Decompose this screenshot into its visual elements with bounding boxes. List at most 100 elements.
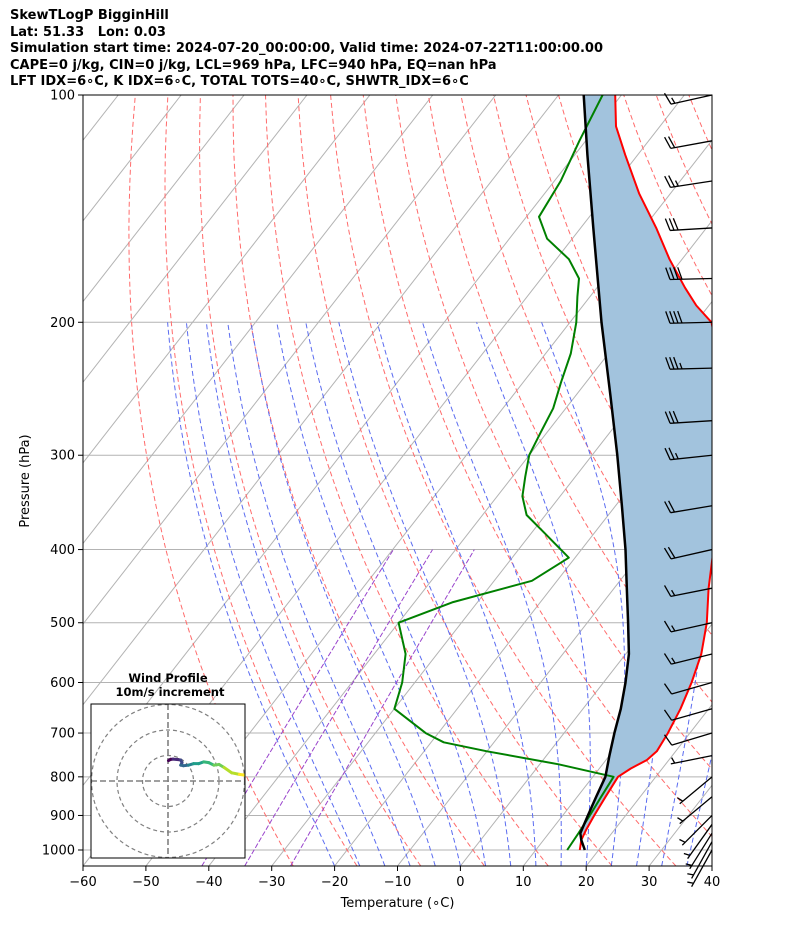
moist-adiabat (376, 322, 537, 866)
moist-adiabat (476, 322, 591, 866)
x-tick-label: 30 (641, 875, 658, 890)
barb-feather (663, 734, 673, 746)
barb-half-feather (671, 589, 676, 596)
x-tick-label: −10 (384, 875, 411, 890)
barb-feather (664, 218, 671, 231)
barb-half-feather (685, 863, 693, 867)
isotherm-line (83, 95, 245, 303)
inset-title: Wind Profile (128, 671, 208, 685)
wind-barb (683, 824, 713, 859)
barb-feather (664, 136, 672, 149)
barb-shaft (669, 367, 713, 370)
index-summary: LFT IDX=6∘C, K IDX=6∘C, TOTAL TOTS=40∘C,… (10, 74, 469, 90)
y-tick-label: 800 (50, 770, 75, 785)
hodograph-segment (222, 765, 234, 775)
barb-half-feather (671, 757, 676, 764)
barb-feather (663, 585, 672, 597)
barb-feather (673, 267, 679, 280)
wind-barb (664, 410, 713, 424)
barb-feather (667, 136, 676, 148)
y-tick-label: 600 (50, 676, 75, 691)
barb-feather (673, 310, 679, 324)
dry-adiabat (199, 95, 422, 866)
barb-shaft (670, 622, 713, 633)
barb-half-feather (677, 817, 684, 822)
barb-shaft (670, 548, 713, 560)
moist-adiabat (205, 322, 386, 866)
mixing-ratio-line (290, 549, 475, 866)
barb-shaft (670, 454, 713, 461)
chart-header: SkewTLogP BigginHill Lat: 51.33 Lon: 0.03… (10, 8, 603, 91)
barb-shaft (691, 841, 713, 879)
wind-barb (665, 267, 713, 281)
barb-half-feather (687, 873, 694, 876)
moist-adiabat (711, 863, 712, 866)
barb-feather (663, 547, 672, 560)
barb-shaft (670, 227, 713, 232)
barb-shaft (670, 587, 713, 598)
cape-area (580, 95, 712, 844)
x-tick-label: −60 (69, 875, 96, 890)
barb-feather (677, 267, 683, 280)
barb-shaft (671, 681, 713, 695)
y-tick-label: 200 (50, 316, 75, 331)
x-tick-label: 0 (456, 875, 464, 890)
moist-adiabat (185, 322, 361, 866)
barb-shaft (670, 420, 713, 424)
moist-adiabat (661, 322, 712, 866)
barb-half-feather (679, 362, 683, 370)
barb-feather (665, 311, 671, 324)
barb-half-feather (683, 852, 691, 856)
mixing-ratio-line (244, 549, 433, 866)
wind-barb (677, 776, 713, 805)
barb-shaft (670, 505, 713, 514)
barb-shaft (669, 277, 713, 281)
moist-adiabat (305, 322, 487, 866)
dry-adiabat (492, 95, 712, 570)
y-tick-label: 100 (50, 89, 75, 104)
inset-frame (90, 703, 246, 859)
barb-shaft (679, 776, 713, 805)
x-tick-label: 20 (578, 875, 595, 890)
wind-barb (679, 814, 713, 846)
dry-adiabat (265, 95, 549, 866)
barb-feather (677, 310, 683, 324)
moist-adiabat (422, 322, 562, 866)
dry-adiabat (754, 95, 794, 866)
barb-half-feather (674, 180, 679, 187)
isotherm-line (208, 220, 712, 866)
cape-fill (580, 95, 712, 844)
wind-barb (670, 755, 713, 765)
profiles (393, 95, 712, 851)
barb-shaft (669, 321, 713, 324)
wind-barbs (663, 92, 713, 888)
simulation-times: Simulation start time: 2024-07-20_00:00:… (10, 41, 603, 57)
y-axis-label: Pressure (hPa) (18, 434, 33, 527)
dry-adiabat (721, 95, 794, 866)
barb-feather (663, 620, 672, 633)
temperature-line (578, 95, 712, 851)
barb-shaft (670, 180, 713, 189)
x-tick-label: 40 (704, 875, 721, 890)
wind-barb (663, 653, 713, 665)
wind-barb (663, 708, 713, 721)
barb-feather (668, 175, 676, 188)
x-tick-label: −40 (195, 875, 222, 890)
y-tick-label: 500 (50, 616, 75, 631)
y-tick-label: 900 (50, 809, 75, 824)
isotherm-line (83, 95, 434, 545)
axes: −60 −50 −40 −30 −20 −10 0 10 20 30 40 1000 900 800 700… (42, 89, 720, 891)
barb-feather (667, 546, 676, 559)
barb-shaft (691, 849, 713, 888)
dry-adiabat (787, 95, 794, 866)
barb-half-feather (671, 657, 676, 664)
barb-feather (669, 267, 675, 280)
barb-feather (673, 356, 679, 370)
moist-adiabat (686, 752, 712, 866)
barb-half-feather (671, 625, 676, 632)
barb-feather (668, 411, 675, 424)
barb-shaft (687, 824, 713, 859)
barb-feather (665, 357, 671, 370)
isotherm-line (460, 542, 712, 866)
